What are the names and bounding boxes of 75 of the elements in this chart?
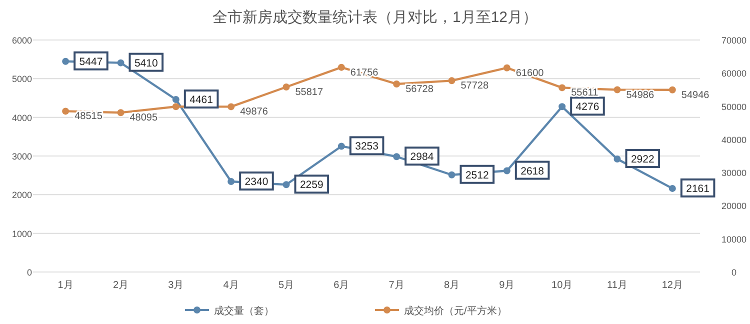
y-tick-label: 1000 [12,228,32,239]
y2-tick-label: 10000 [721,234,747,244]
data-label: 48515 [74,111,103,122]
point [172,96,180,104]
point [503,167,510,174]
x-tick-label: 12月 [662,280,683,291]
x-tick-label: 3月 [168,280,184,291]
data-label: 2340 [244,176,268,188]
point [338,64,345,71]
point [614,156,621,163]
y-tick-label: 4000 [12,112,32,123]
data-label: 57728 [460,80,489,92]
data-label: 54946 [681,90,710,101]
x-tick-label: 9月 [499,280,515,291]
y2-tick-label: 0 [731,268,737,278]
y-tick-label: 0 [26,268,32,278]
point [282,84,290,91]
chart-title: 全市新房成交数量统计表（月对比，1月至12月） [212,9,538,26]
x-tick-label: 4月 [223,280,239,291]
x-tick-label: 5月 [278,280,294,291]
data-label: 5447 [79,56,103,68]
data-label: 3253 [355,140,379,153]
data-label: 49876 [240,106,268,118]
data-label: 2512 [465,169,489,182]
data-label: 2161 [686,182,710,195]
y2-tick-label: 20000 [721,201,747,212]
point [228,103,235,110]
data-label: 4461 [190,94,214,106]
point [668,184,676,192]
point [393,153,400,160]
y-tick-label: 3000 [12,152,32,162]
point [614,86,621,94]
data-label: 2618 [520,165,544,178]
point [338,142,345,150]
x-tick-label: 6月 [334,280,350,291]
legend-label: 成交量（套） [214,305,274,317]
point [668,86,676,94]
x-tick-label: 10月 [552,280,573,291]
point [393,80,400,88]
data-label: 55817 [295,87,324,98]
y-tick-label: 5000 [12,74,32,84]
point [62,58,70,65]
point [62,108,70,115]
point [558,84,566,92]
x-tick-label: 1月 [58,280,74,291]
x-tick-label: 2月 [112,280,129,291]
data-label: 4276 [576,101,600,114]
y2-tick-label: 70000 [721,36,747,46]
point [228,178,235,186]
y-tick-label: 6000 [12,36,32,46]
y2-tick-label: 50000 [721,102,747,112]
point [172,103,180,110]
data-label: 48095 [130,112,158,124]
legend-label: 成交均价（元/平方米） [404,305,507,317]
data-label: 2984 [410,151,434,164]
data-label: 2259 [300,179,324,192]
point [448,171,456,178]
point [282,181,290,188]
y-tick-label: 2000 [12,190,32,200]
point [558,103,566,110]
data-label: 2922 [630,154,654,166]
point [503,64,510,72]
point [117,109,124,116]
data-label: 5410 [134,57,158,70]
y2-tick-label: 30000 [721,168,747,178]
y2-tick-label: 60000 [721,68,747,79]
data-label: 56728 [406,84,434,95]
y2-tick-label: 40000 [721,134,747,145]
x-tick-label: 8月 [444,280,460,291]
x-tick-label: 11月 [607,280,628,291]
data-label: 54986 [626,90,654,101]
x-tick-label: 7月 [388,280,404,291]
data-label: 55611 [571,88,599,99]
point [448,77,456,84]
point [117,59,124,66]
